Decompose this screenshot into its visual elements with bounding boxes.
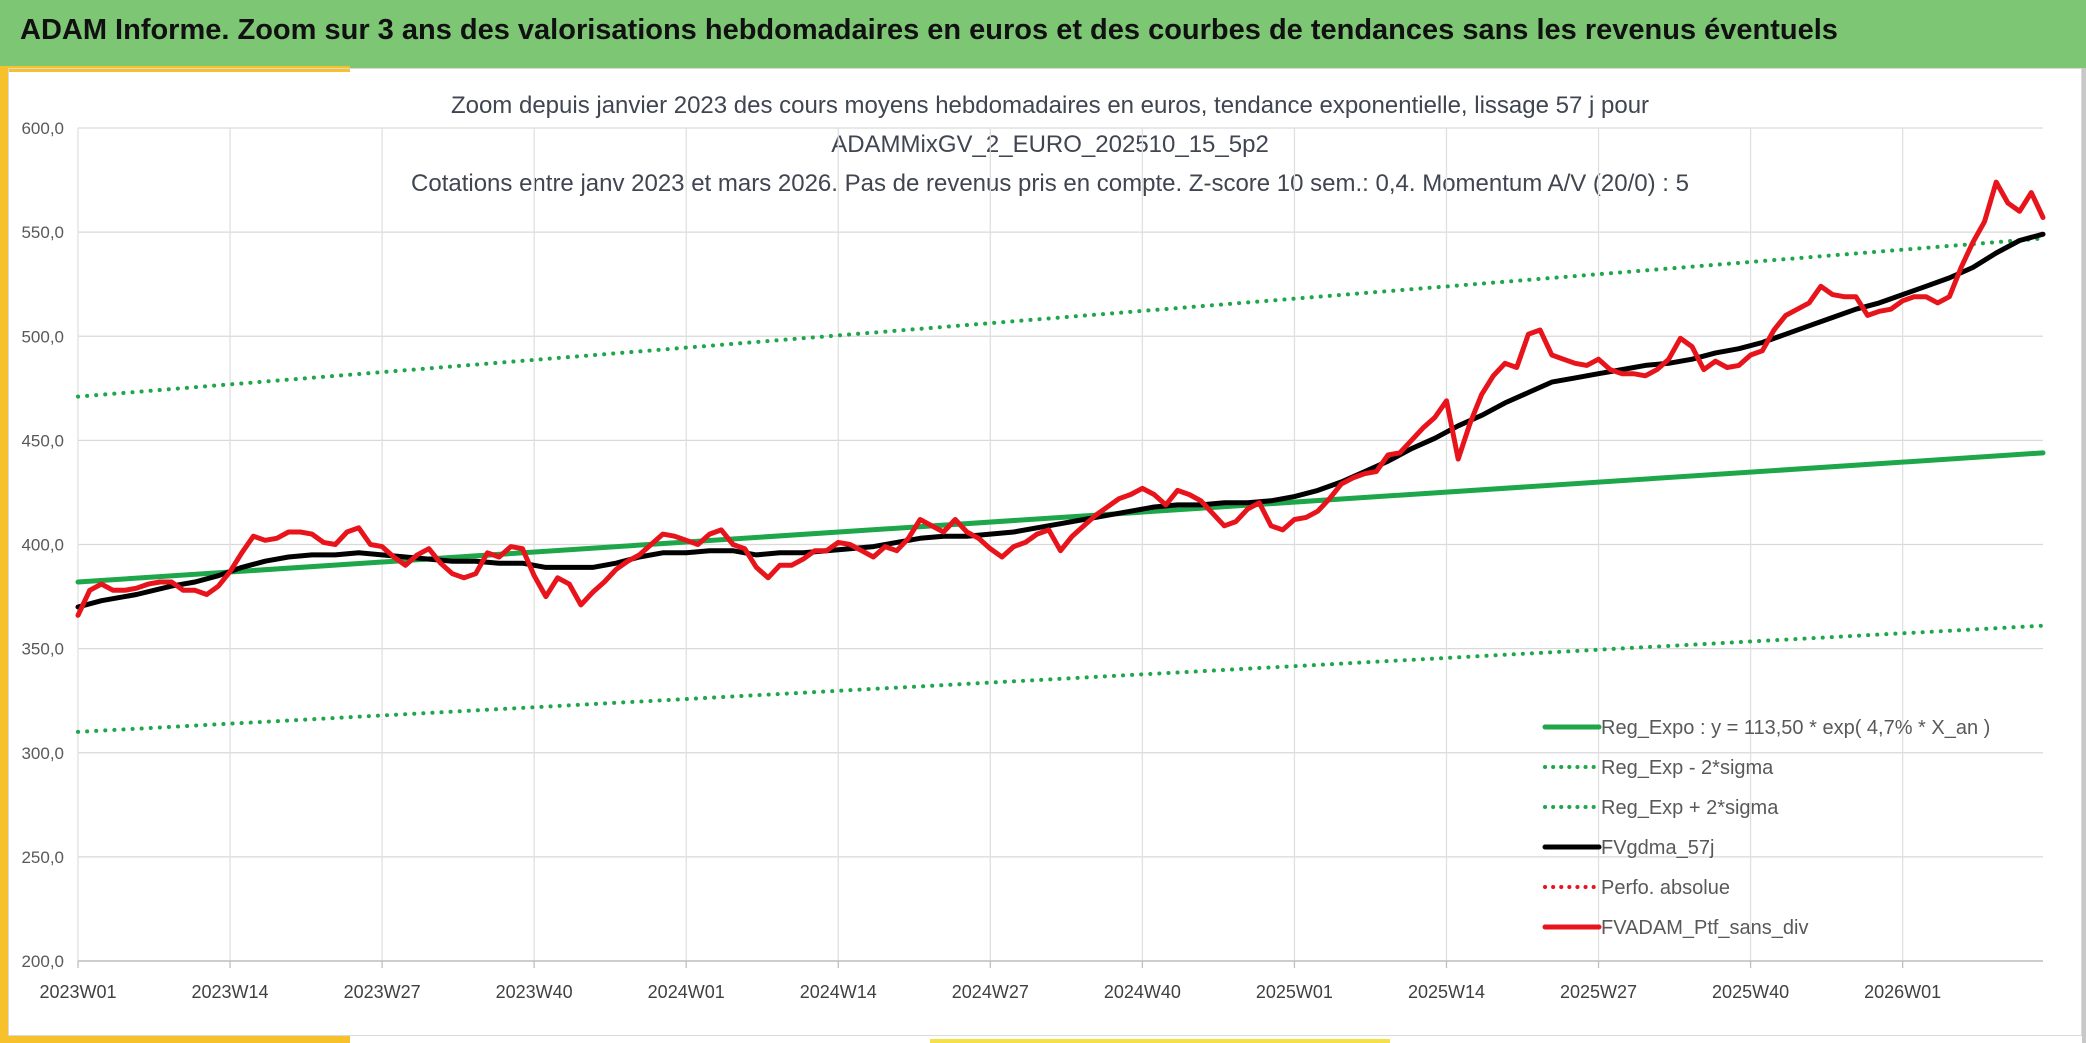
y-tick-label: 350,0: [21, 640, 64, 659]
series-line-reg-exp-2-sigma: [76, 236, 2045, 399]
x-tick-label: 2025W27: [1560, 982, 1637, 1002]
x-tick-label: 2025W40: [1712, 982, 1789, 1002]
x-tick-label: 2025W14: [1408, 982, 1485, 1002]
series-line-fvgdma-57j: [75, 231, 2046, 610]
x-tick-label: 2023W40: [496, 982, 573, 1002]
chart-title-line-1: Zoom depuis janvier 2023 des cours moyen…: [450, 92, 1650, 119]
y-tick-label: 600,0: [21, 119, 64, 138]
x-tick-label: 2024W27: [952, 982, 1029, 1002]
banner: ADAM Informe. Zoom sur 3 ans des valoris…: [0, 0, 2086, 68]
accent-bar-bottom: [0, 1036, 350, 1043]
legend-label: FVgdma_57j: [1601, 837, 1714, 859]
series-line-reg-expo-y-113-50-exp-4-7-x-an: [75, 450, 2046, 585]
x-tick-label: 2023W14: [192, 982, 269, 1002]
chart-title-line-3: Cotations entre janv 2023 et mars 2026. …: [411, 170, 1689, 197]
x-tick-label: 2024W14: [800, 982, 877, 1002]
x-tick-label: 2026W01: [1864, 982, 1941, 1002]
x-tick-label: 2024W40: [1104, 982, 1181, 1002]
y-tick-label: 400,0: [21, 536, 64, 555]
accent-bar-bottom-light: [930, 1039, 1390, 1043]
legend-label: Reg_Expo : y = 113,50 * exp( 4,7% * X_an…: [1601, 717, 1990, 739]
x-tick-label: 2025W01: [1256, 982, 1333, 1002]
series-group: [75, 179, 2046, 734]
x-tick-label: 2023W01: [39, 982, 116, 1002]
series-line-fvadam-ptf-sans-div: [75, 179, 2046, 618]
legend-label: Reg_Exp - 2*sigma: [1601, 757, 1774, 779]
scroll-edge: [2082, 68, 2086, 1043]
accent-bar-left: [0, 68, 8, 1043]
banner-title: ADAM Informe. Zoom sur 3 ans des valoris…: [20, 14, 1838, 46]
chart-frame: [8, 68, 2082, 1036]
accent-bar-top: [0, 66, 350, 72]
y-tick-label: 500,0: [21, 327, 64, 346]
legend-label: Perfo. absolue: [1601, 877, 1730, 899]
y-tick-label: 300,0: [21, 744, 64, 763]
y-tick-label: 550,0: [21, 223, 64, 242]
y-tick-label: 200,0: [21, 952, 64, 971]
series-line-reg-exp-2-sigma: [76, 623, 2045, 734]
x-axis: 2023W01 2023W14 2023W27 2023W40 2024W01 2024W…: [39, 960, 2043, 1002]
x-tick-label: 2024W01: [648, 982, 725, 1002]
chart-title-line-2: ADAMMixGV_2_EURO_202510_15_5p2: [831, 131, 1269, 158]
legend-label: FVADAM_Ptf_sans_div: [1601, 917, 1809, 939]
y-tick-label: 450,0: [21, 431, 64, 450]
y-tick-label: 250,0: [21, 848, 64, 867]
x-tick-label: 2023W27: [344, 982, 421, 1002]
legend: Reg_Expo : y = 113,50 * exp( 4,7% * X_an…: [1542, 717, 1990, 939]
legend-label: Reg_Exp + 2*sigma: [1601, 797, 1779, 819]
y-axis: 200,0 250,0 300,0 350,0 400,0 450,0 500,0 550,0…: [21, 119, 64, 971]
